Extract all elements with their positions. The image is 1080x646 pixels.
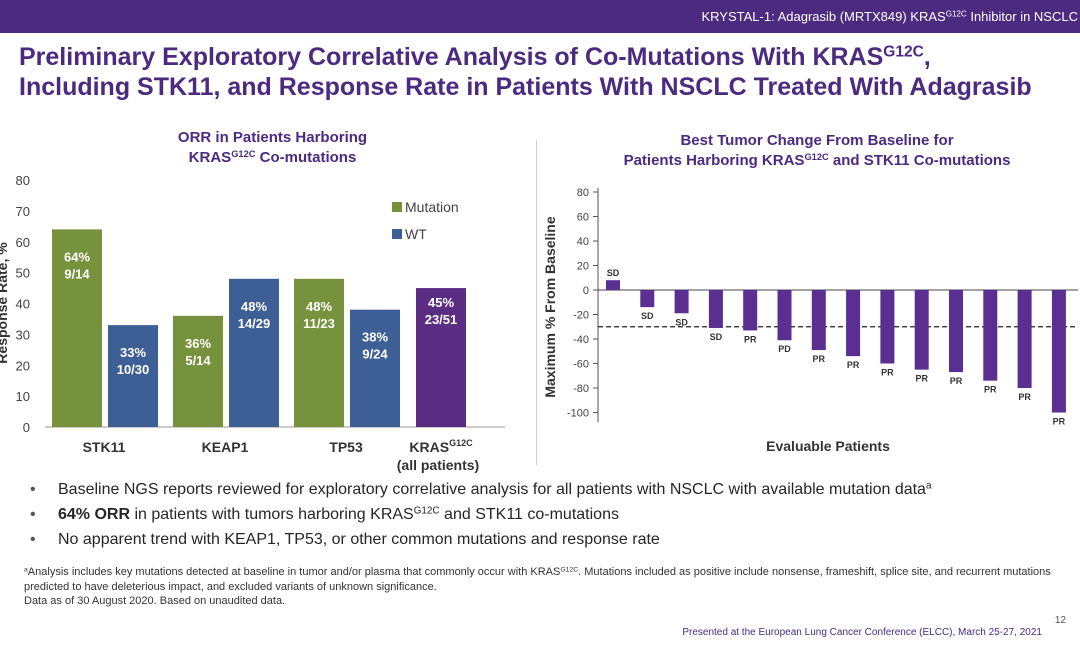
- mutation-frac-label: 11/23: [303, 316, 335, 331]
- y-tick-label: -80: [573, 383, 589, 395]
- wt-frac-label: 9/24: [362, 347, 388, 362]
- chart-divider: [536, 140, 537, 465]
- response-label: SD: [641, 311, 654, 321]
- response-label: PD: [778, 344, 791, 354]
- x-category-label: STK11: [83, 439, 126, 455]
- legend-label-mutation: Mutation: [405, 199, 459, 215]
- legend-label-wt: WT: [405, 226, 427, 242]
- orr-bar-chart: 0 10 20 30 40 50 60 70 80 Response Rate, % 64% 9/14…: [0, 173, 505, 473]
- y-tick-label: -40: [573, 334, 589, 346]
- page-number: 12: [1054, 615, 1066, 626]
- bullet-item: • No apparent trend with KEAP1, TP53, or…: [30, 531, 660, 548]
- x-category-sublabel: (all patients): [397, 457, 479, 473]
- y-axis-label: Response Rate, %: [0, 242, 10, 364]
- mutation-pct-label: 36%: [185, 336, 211, 351]
- bullet-item: • Baseline NGS reports reviewed for expl…: [30, 480, 932, 498]
- mutation-bar: [173, 315, 223, 427]
- tumor-change-bar: [914, 290, 929, 370]
- bullet-dot: •: [30, 506, 36, 523]
- y-tick-label: 80: [577, 187, 589, 199]
- y-tick-label: 60: [577, 212, 589, 224]
- mutation-pct-label: 48%: [306, 299, 332, 314]
- presented-at: Presented at the European Lung Cancer Co…: [682, 627, 1042, 638]
- mutation-bar: [52, 229, 102, 427]
- tumor-change-bar: [743, 290, 758, 331]
- y-tick-label: 50: [16, 266, 30, 281]
- wt-bar: [350, 309, 400, 427]
- top-banner: KRYSTAL-1: Adagrasib (MRTX849) KRASG12C …: [0, 0, 1080, 33]
- y-tick-label: 30: [16, 327, 30, 342]
- legend-swatch-mutation: [392, 202, 402, 212]
- response-label: SD: [607, 268, 620, 278]
- tumor-change-bar: [606, 280, 620, 290]
- y-tick-label: -60: [573, 359, 589, 371]
- tumor-change-bar: [640, 290, 655, 308]
- response-label: PR: [813, 354, 826, 364]
- mutation-frac-label: 9/14: [64, 266, 90, 281]
- response-label: PR: [950, 376, 963, 386]
- all-patients-frac-label: 23/51: [425, 312, 458, 327]
- wt-bar: [108, 325, 158, 427]
- mutation-frac-label: 5/14: [185, 353, 211, 368]
- wt-frac-label: 14/29: [238, 316, 271, 331]
- wt-frac-label: 10/30: [117, 362, 150, 377]
- tumor-change-bar: [777, 290, 792, 341]
- y-tick-label: 40: [16, 297, 30, 312]
- tumor-change-bar: [880, 290, 895, 364]
- x-category-label: KEAP1: [202, 439, 249, 455]
- bullet-item: • 64% ORR in patients with tumors harbor…: [30, 505, 619, 523]
- y-tick-label: 0: [583, 285, 589, 297]
- x-axis-label: Evaluable Patients: [766, 438, 890, 454]
- response-label: PR: [744, 334, 757, 344]
- all-patients-pct-label: 45%: [428, 295, 454, 310]
- tumor-change-bar: [1017, 290, 1032, 388]
- tumor-change-bar: [708, 290, 723, 328]
- tumor-change-bar: [674, 290, 689, 314]
- y-tick-label: -100: [567, 408, 589, 420]
- tumor-change-bar: [846, 290, 861, 357]
- x-category-label: TP53: [329, 439, 363, 455]
- y-tick-label: 70: [16, 204, 30, 219]
- response-label: SD: [675, 317, 688, 327]
- y-tick-label: -20: [573, 310, 589, 322]
- right-chart-title: Best Tumor Change From Baseline for Pati…: [623, 132, 1011, 169]
- y-axis-label: Maximum % From Baseline: [542, 216, 558, 397]
- y-tick-label: 60: [16, 235, 30, 250]
- response-label: SD: [710, 332, 723, 342]
- y-tick-label: 20: [577, 261, 589, 273]
- left-chart-title: ORR in Patients Harboring KRASG12C Co-mu…: [177, 129, 368, 166]
- response-label: PR: [984, 385, 997, 395]
- x-category-label: KRASG12C: [409, 438, 473, 455]
- response-label: PR: [915, 374, 928, 384]
- tumor-change-bar: [949, 290, 963, 373]
- y-tick-label: 10: [16, 389, 30, 404]
- tumor-change-bar: [983, 290, 998, 381]
- wt-pct-label: 33%: [120, 345, 146, 360]
- response-label: PR: [847, 360, 860, 370]
- wt-pct-label: 38%: [362, 330, 388, 345]
- waterfall-chart: -100 -80 -60 -40 -20 0 20 40 60 80 Maximum % From …: [542, 187, 1078, 454]
- tumor-change-bar: [811, 290, 826, 351]
- slide-title: Preliminary Exploratory Correlative Anal…: [19, 43, 1032, 101]
- wt-pct-label: 48%: [241, 299, 267, 314]
- y-tick-label: 80: [16, 173, 30, 188]
- footnote: aAnalysis includes key mutations detecte…: [24, 566, 1051, 607]
- response-label: PR: [1018, 392, 1031, 402]
- response-label: PR: [881, 368, 894, 378]
- bullet-dot: •: [30, 531, 36, 548]
- wt-bar: [229, 278, 279, 427]
- tumor-change-bar: [1051, 290, 1066, 413]
- y-tick-label: 20: [16, 358, 30, 373]
- y-tick-label: 0: [23, 420, 30, 435]
- mutation-bar: [294, 278, 344, 427]
- all-patients-bar: [416, 288, 466, 427]
- banner-text: KRYSTAL-1: Adagrasib (MRTX849) KRASG12C …: [701, 9, 1078, 24]
- bullet-dot: •: [30, 481, 36, 498]
- legend-swatch-wt: [392, 229, 402, 239]
- y-tick-label: 40: [577, 236, 589, 248]
- response-label: PR: [1053, 417, 1066, 427]
- mutation-pct-label: 64%: [64, 249, 90, 264]
- bullet-list: • Baseline NGS reports reviewed for expl…: [30, 480, 1070, 555]
